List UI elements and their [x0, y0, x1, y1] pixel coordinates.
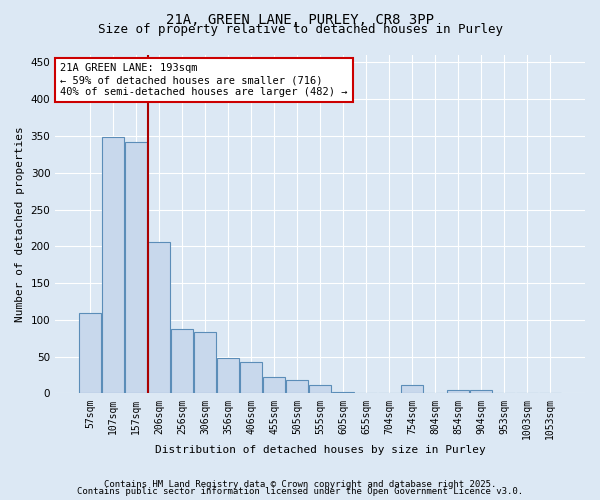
X-axis label: Distribution of detached houses by size in Purley: Distribution of detached houses by size …	[155, 445, 485, 455]
Bar	[217, 358, 239, 394]
Bar	[102, 138, 124, 394]
Text: 21A GREEN LANE: 193sqm
← 59% of detached houses are smaller (716)
40% of semi-de: 21A GREEN LANE: 193sqm ← 59% of detached…	[61, 64, 348, 96]
Bar	[286, 380, 308, 394]
Bar	[148, 242, 170, 394]
Bar	[125, 142, 147, 394]
Y-axis label: Number of detached properties: Number of detached properties	[15, 126, 25, 322]
Text: Size of property relative to detached houses in Purley: Size of property relative to detached ho…	[97, 22, 503, 36]
Bar	[309, 386, 331, 394]
Bar	[401, 386, 423, 394]
Bar	[332, 392, 354, 394]
Bar	[171, 330, 193, 394]
Bar	[240, 362, 262, 394]
Text: 21A, GREEN LANE, PURLEY, CR8 3PP: 21A, GREEN LANE, PURLEY, CR8 3PP	[166, 12, 434, 26]
Bar	[194, 332, 216, 394]
Bar	[447, 390, 469, 394]
Text: Contains public sector information licensed under the Open Government Licence v3: Contains public sector information licen…	[77, 488, 523, 496]
Text: Contains HM Land Registry data © Crown copyright and database right 2025.: Contains HM Land Registry data © Crown c…	[104, 480, 496, 489]
Bar	[79, 312, 101, 394]
Bar	[470, 390, 492, 394]
Bar	[263, 376, 285, 394]
